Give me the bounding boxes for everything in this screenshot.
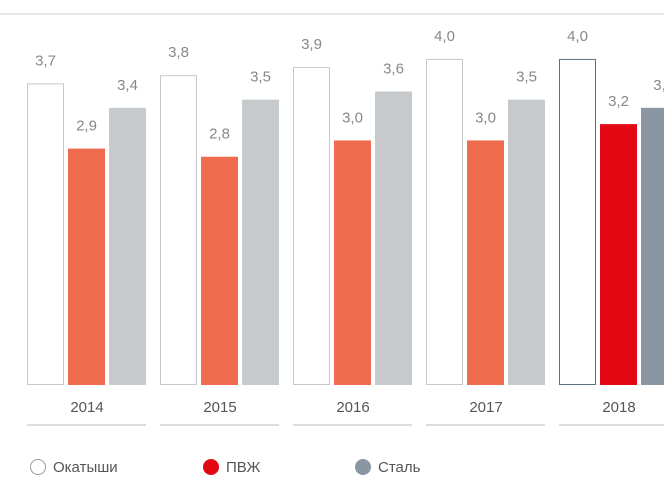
value-label: 3,4: [117, 77, 138, 94]
bar: [559, 58, 596, 385]
value-label: 3,7: [35, 52, 56, 69]
value-label: 3,6: [383, 60, 404, 77]
value-label: 3,9: [301, 36, 322, 53]
bar: [109, 107, 146, 386]
value-label: 4,0: [434, 28, 455, 45]
bar: [467, 140, 504, 385]
bar: [641, 107, 664, 386]
bar: [375, 91, 412, 386]
bar: [600, 124, 637, 385]
legend-marker: [30, 459, 46, 475]
bar: [426, 58, 463, 385]
legend-label: Сталь: [378, 459, 421, 476]
x-tick-label: 2017: [469, 399, 502, 416]
bar: [201, 156, 238, 385]
x-tick-label: 2014: [70, 399, 103, 416]
bar: [334, 140, 371, 385]
value-label: 4,0: [567, 28, 588, 45]
legend-label: ПВЖ: [226, 459, 260, 476]
value-label: 2,9: [76, 118, 97, 135]
value-label: 2,8: [209, 126, 230, 143]
value-label: 3,5: [516, 69, 537, 86]
bar: [508, 99, 545, 385]
legend-label: Окатыши: [53, 459, 118, 476]
bar: [160, 75, 197, 386]
legend-marker: [203, 459, 219, 475]
value-label: 3,0: [475, 109, 496, 126]
bar: [27, 83, 64, 385]
bar: [68, 148, 105, 385]
legend-marker: [355, 459, 371, 475]
value-label: 3,0: [342, 109, 363, 126]
x-tick-label: 2018: [602, 399, 635, 416]
x-tick-label: 2015: [203, 399, 236, 416]
value-label: 3,: [653, 77, 664, 94]
value-label: 3,2: [608, 93, 629, 110]
value-label: 3,5: [250, 69, 271, 86]
bar: [242, 99, 279, 385]
bar: [293, 67, 330, 385]
value-label: 3,8: [168, 44, 189, 61]
x-tick-label: 2016: [336, 399, 369, 416]
